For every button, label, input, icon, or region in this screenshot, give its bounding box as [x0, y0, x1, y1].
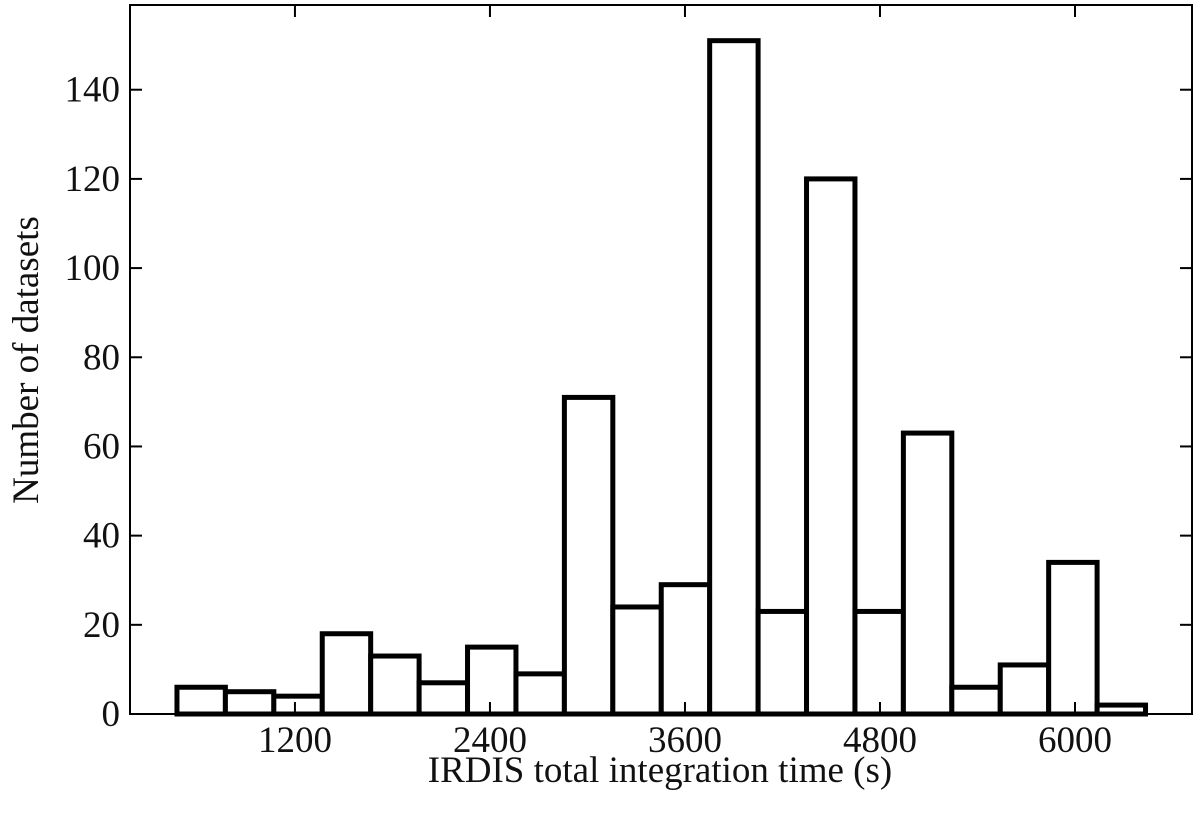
- bar: [900, 430, 955, 717]
- y-tick-label: 40: [83, 516, 120, 557]
- bar: [561, 394, 616, 717]
- bar: [949, 684, 1003, 717]
- y-tick-label: 60: [83, 426, 120, 467]
- y-tick-label: 100: [65, 248, 121, 289]
- bar: [658, 582, 713, 717]
- x-tick-label: 1200: [258, 720, 332, 761]
- x-tick-label: 2400: [453, 720, 527, 761]
- bar: [319, 631, 374, 717]
- bar: [222, 689, 277, 717]
- bar: [997, 662, 1052, 717]
- bar: [368, 653, 422, 717]
- bar: [1046, 559, 1100, 717]
- y-tick-label: 80: [83, 337, 120, 378]
- bar: [755, 608, 810, 717]
- bar: [174, 684, 228, 717]
- y-tick-label: 120: [65, 159, 121, 200]
- x-axis-label: IRDIS total integration time (s): [428, 750, 892, 791]
- bar: [852, 608, 906, 717]
- bar: [1094, 702, 1149, 717]
- plot-frame: [129, 4, 1193, 715]
- bar: [416, 680, 471, 717]
- bar: [610, 604, 664, 717]
- x-tick-label: 3600: [648, 720, 722, 761]
- y-tick-label: 140: [65, 70, 121, 111]
- x-tick-label: 6000: [1038, 720, 1112, 761]
- bar: [707, 38, 761, 717]
- y-tick-label: 0: [102, 694, 121, 735]
- bar: [804, 176, 858, 717]
- bar: [513, 671, 567, 717]
- bar: [465, 644, 519, 717]
- y-tick-label: 20: [83, 605, 120, 646]
- x-tick-label: 4800: [843, 720, 917, 761]
- bar: [271, 693, 325, 717]
- y-axis-label: Number of datasets: [6, 216, 47, 504]
